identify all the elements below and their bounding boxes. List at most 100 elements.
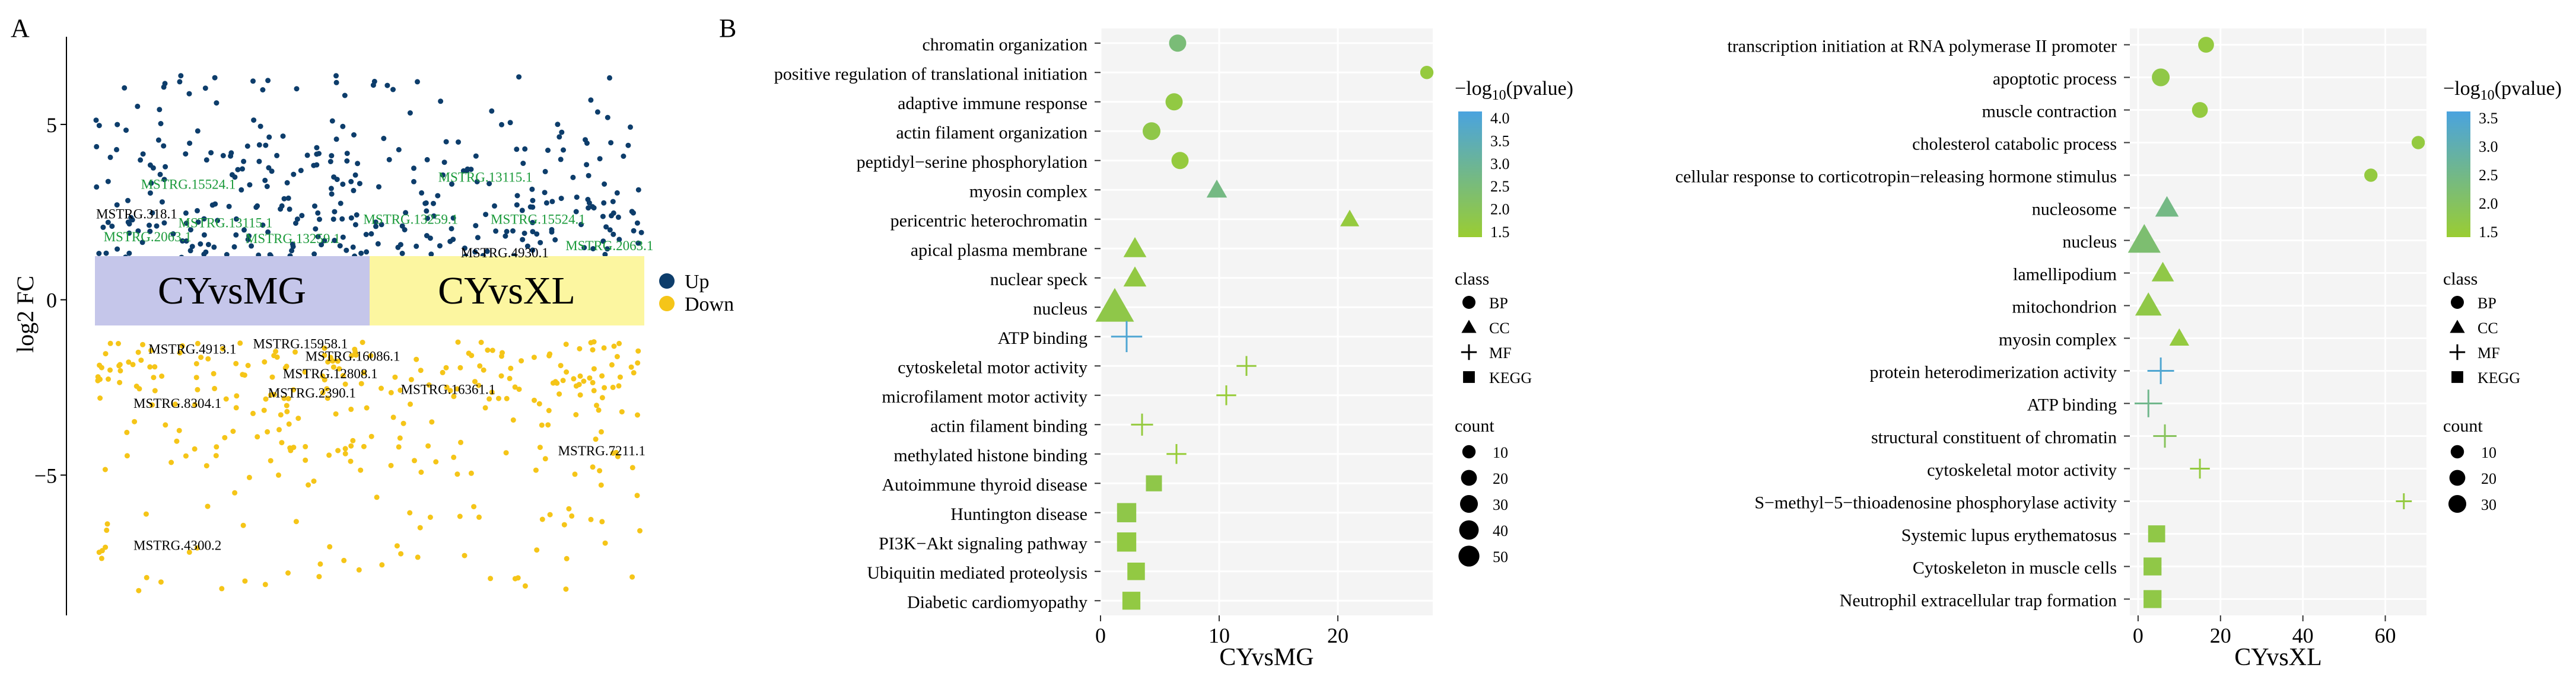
down-point [468,470,474,476]
down-point [563,341,569,347]
up-point [212,75,218,81]
up-point [180,238,186,244]
down-point [148,347,154,353]
up-point [475,235,481,241]
up-point [251,117,257,123]
up-point [154,223,160,229]
down-point [539,422,545,428]
x-tick-label: 0 [1095,624,1106,647]
down-point [158,579,164,585]
down-point [136,386,142,392]
up-point [128,215,134,221]
term-label: PI3K−Akt signaling pathway [879,534,1087,553]
down-point [635,412,640,418]
mf-plus-mark [1236,356,1257,376]
up-point [250,78,256,84]
up-point [298,168,304,174]
down-point [358,467,364,473]
up-point [150,210,155,216]
up-point [123,127,129,133]
gene-label: MSTRG.15958.1 [253,337,348,352]
down-point [397,435,403,441]
up-point [287,206,292,212]
term-label: peptidyl−serine phosphorylation [857,152,1087,172]
up-point [493,228,499,234]
mf-plus-mark [2449,344,2466,360]
down-point [159,373,165,379]
down-point [320,373,326,379]
up-point [638,229,644,235]
up-point [265,78,271,84]
up-point [157,107,163,113]
bp-circle-mark [1143,122,1160,141]
up-point [542,168,548,174]
bp-circle-mark [1420,66,1434,79]
down-point [152,388,158,394]
class-legend-label: KEGG [1489,369,1532,387]
up-point [163,164,168,170]
up-point [125,197,131,203]
up-point [344,151,350,157]
term-label: cellular response to corticotropin−relea… [1675,167,2117,187]
up-point [578,222,584,228]
up-point [607,75,612,81]
down-point [291,445,297,451]
up-point [278,206,284,212]
legend-down-swatch [659,296,675,311]
term-label: positive regulation of translational ini… [774,64,1087,84]
up-point [109,224,115,229]
term-label: Cytoskeleton in muscle cells [1913,558,2117,578]
down-point [614,354,620,359]
up-point [183,221,189,226]
down-point [279,440,285,446]
y-tick-label: 5 [46,113,57,137]
down-point [407,510,413,516]
down-point [325,359,331,365]
down-point [455,339,461,345]
term-label: nucleosome [2032,200,2117,219]
up-point [407,110,413,116]
up-point [552,237,558,242]
cc-triangle-mark [1206,180,1227,198]
down-point [250,410,256,416]
down-point [352,346,358,352]
down-point [172,401,178,407]
down-point [348,406,354,412]
term-label: microfilament motor activity [882,387,1087,407]
up-point [610,231,616,237]
down-point [397,387,403,393]
up-point [155,137,161,143]
up-point [313,226,319,232]
down-point [286,421,292,427]
up-point [228,153,234,159]
down-point [466,350,472,356]
down-point [163,422,168,428]
down-point [447,388,453,394]
volcano-points [93,73,644,593]
up-point [115,122,120,127]
up-point [233,216,239,222]
down-point [303,443,309,449]
gene-label: MSTRG.13259.1 [246,231,341,246]
up-point [125,219,131,225]
up-point [483,212,489,218]
cc-triangle-mark [2169,328,2189,346]
down-point [507,375,513,381]
up-point [294,86,300,92]
up-point [542,190,548,196]
up-point [438,98,444,104]
up-point [147,228,153,234]
up-point [521,231,527,236]
up-point [266,165,272,171]
down-point [572,471,578,477]
down-point [302,369,308,375]
down-point [348,458,354,464]
up-point [411,165,416,171]
down-point [545,422,551,428]
gene-label: MSTRG.13115.1 [438,170,533,185]
up-point [615,214,621,220]
up-point [441,159,447,165]
bp-circle-mark [2192,102,2208,118]
down-point [361,443,367,449]
gene-labels: MSTRG.15524.1MSTRG.318.1MSTRG.13115.1MST… [96,170,653,553]
